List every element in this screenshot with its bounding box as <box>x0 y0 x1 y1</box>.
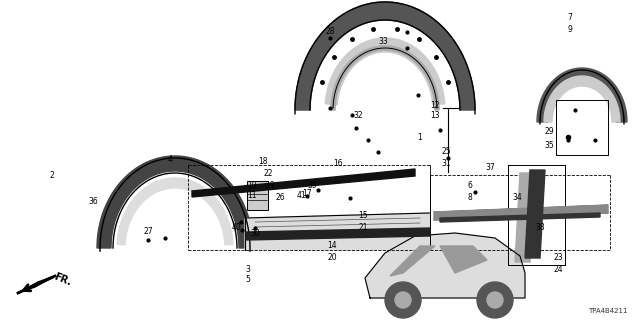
Circle shape <box>477 282 513 318</box>
Polygon shape <box>245 213 430 250</box>
Text: 38: 38 <box>535 223 545 233</box>
Text: 13: 13 <box>430 111 440 121</box>
Text: 4: 4 <box>168 156 172 164</box>
Text: 40: 40 <box>232 222 242 231</box>
Text: 11: 11 <box>247 191 257 201</box>
Circle shape <box>487 292 503 308</box>
Polygon shape <box>440 246 487 273</box>
Text: 24: 24 <box>553 266 563 275</box>
Text: 28: 28 <box>325 28 335 36</box>
Text: 36: 36 <box>88 197 98 206</box>
Text: 32: 32 <box>353 110 363 119</box>
Text: 1: 1 <box>418 133 422 142</box>
Text: 16: 16 <box>333 158 343 167</box>
Text: 26: 26 <box>275 193 285 202</box>
Text: 3: 3 <box>246 266 250 275</box>
Text: FR.: FR. <box>52 272 72 288</box>
Text: TPA4B4211: TPA4B4211 <box>589 308 628 314</box>
Polygon shape <box>192 169 415 197</box>
Polygon shape <box>248 182 267 209</box>
Polygon shape <box>365 233 525 298</box>
Text: 7: 7 <box>568 13 572 22</box>
Polygon shape <box>390 246 435 276</box>
Text: 10: 10 <box>247 180 257 189</box>
Text: 9: 9 <box>568 26 572 35</box>
Text: 14: 14 <box>327 241 337 250</box>
Text: 39: 39 <box>307 181 317 190</box>
Text: 18: 18 <box>259 157 268 166</box>
Text: 2: 2 <box>50 171 54 180</box>
Text: 6: 6 <box>468 180 472 189</box>
Text: 12: 12 <box>430 100 440 109</box>
Text: 37: 37 <box>485 164 495 172</box>
Text: 33: 33 <box>378 37 388 46</box>
Text: 5: 5 <box>246 276 250 284</box>
Polygon shape <box>544 76 620 122</box>
Polygon shape <box>525 170 545 258</box>
Text: 8: 8 <box>468 194 472 203</box>
Text: 34: 34 <box>512 194 522 203</box>
Text: 35: 35 <box>544 140 554 149</box>
Text: 27: 27 <box>143 228 153 236</box>
Polygon shape <box>117 178 233 245</box>
Text: 31: 31 <box>441 158 451 167</box>
Polygon shape <box>295 2 475 110</box>
Polygon shape <box>97 156 253 248</box>
Text: 17: 17 <box>302 188 312 197</box>
Polygon shape <box>440 213 600 222</box>
Circle shape <box>385 282 421 318</box>
Text: 25: 25 <box>441 148 451 156</box>
Polygon shape <box>325 38 445 105</box>
Text: 19: 19 <box>265 180 275 189</box>
Text: 29: 29 <box>544 127 554 137</box>
Text: 22: 22 <box>263 169 273 178</box>
Polygon shape <box>515 173 535 262</box>
Polygon shape <box>295 2 475 110</box>
Polygon shape <box>246 228 430 240</box>
Text: 30: 30 <box>250 229 260 238</box>
Text: 15: 15 <box>358 211 368 220</box>
Circle shape <box>395 292 411 308</box>
Text: 41: 41 <box>296 191 306 201</box>
Text: 23: 23 <box>553 253 563 262</box>
Polygon shape <box>18 276 55 293</box>
Text: 20: 20 <box>327 253 337 262</box>
Text: 21: 21 <box>358 223 368 233</box>
Polygon shape <box>434 205 608 220</box>
Polygon shape <box>537 68 627 122</box>
